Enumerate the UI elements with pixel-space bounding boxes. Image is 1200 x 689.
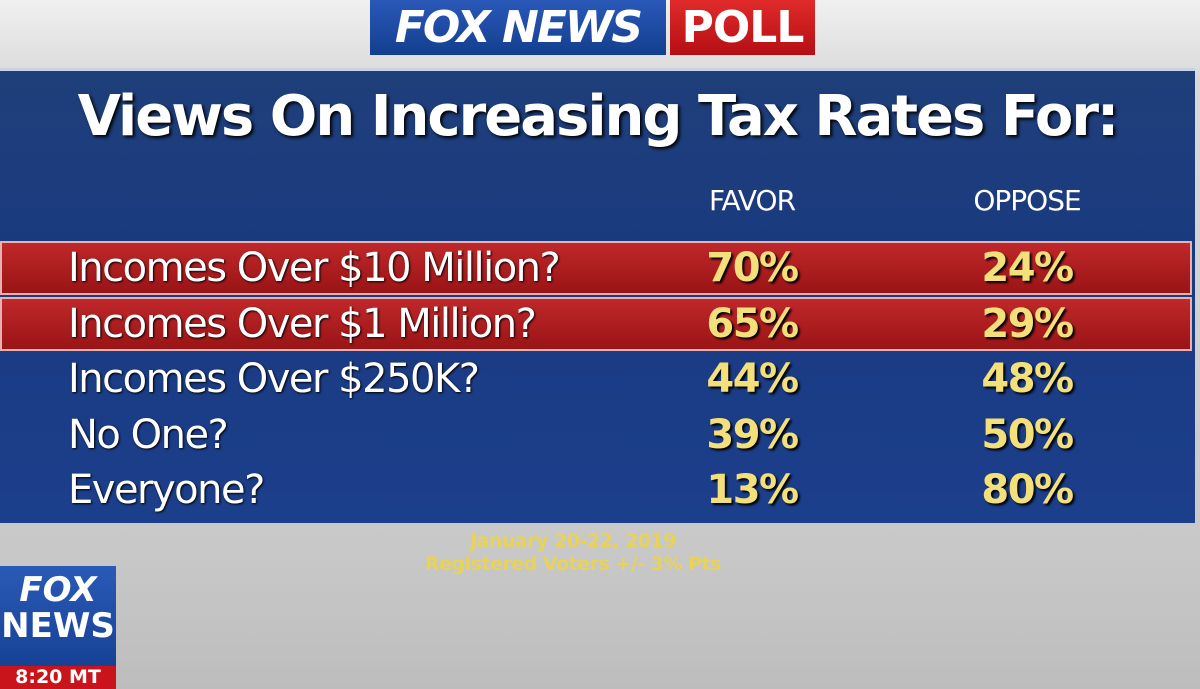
table-row: Incomes Over $250K? 44% 48%	[0, 352, 1192, 406]
percent-value: 44%	[706, 356, 799, 402]
percent-value: 65%	[706, 300, 799, 347]
table-row: Incomes Over $1 Million? 65% 29%	[0, 296, 1192, 351]
column-header: OPPOSE	[973, 184, 1081, 217]
percent-value: 80%	[981, 467, 1074, 513]
percent-value: 24%	[981, 245, 1074, 291]
bug-brand: FOX	[19, 570, 97, 610]
channel-bug: FOX NEWS 8:20 MT	[0, 566, 116, 689]
percent-value: 48%	[981, 356, 1074, 402]
footer-note: Registered Voters +/- 3% Pts	[425, 553, 721, 575]
row-label: Incomes Over $10 Million?	[68, 245, 561, 291]
title: Views On Increasing Tax Rates For:	[77, 84, 1120, 149]
poll-label: POLL	[670, 0, 815, 55]
panel	[0, 68, 1195, 523]
percent-value: 13%	[706, 467, 799, 513]
bug-brand: NEWS	[1, 606, 115, 646]
row-label: Incomes Over $1 Million?	[68, 300, 537, 347]
row-label: Incomes Over $250K?	[68, 356, 480, 402]
percent-value: 39%	[706, 411, 799, 458]
footer-date: January 20-22, 2019	[469, 530, 677, 552]
row-label: No One?	[68, 411, 229, 458]
table-row: Incomes Over $10 Million? 70% 24%	[0, 241, 1192, 295]
percent-value: 29%	[981, 300, 1074, 347]
percent-value: 50%	[981, 411, 1074, 458]
table-row: Everyone? 13% 80%	[0, 463, 1192, 517]
bug-time: 8:20 MT	[0, 666, 116, 689]
row-label: Everyone?	[68, 467, 265, 513]
percent-value: 70%	[706, 245, 799, 291]
table-row: No One? 39% 50%	[0, 408, 1192, 462]
column-header: FAVOR	[708, 184, 796, 217]
brand-logo: FOX NEWS	[370, 0, 666, 55]
